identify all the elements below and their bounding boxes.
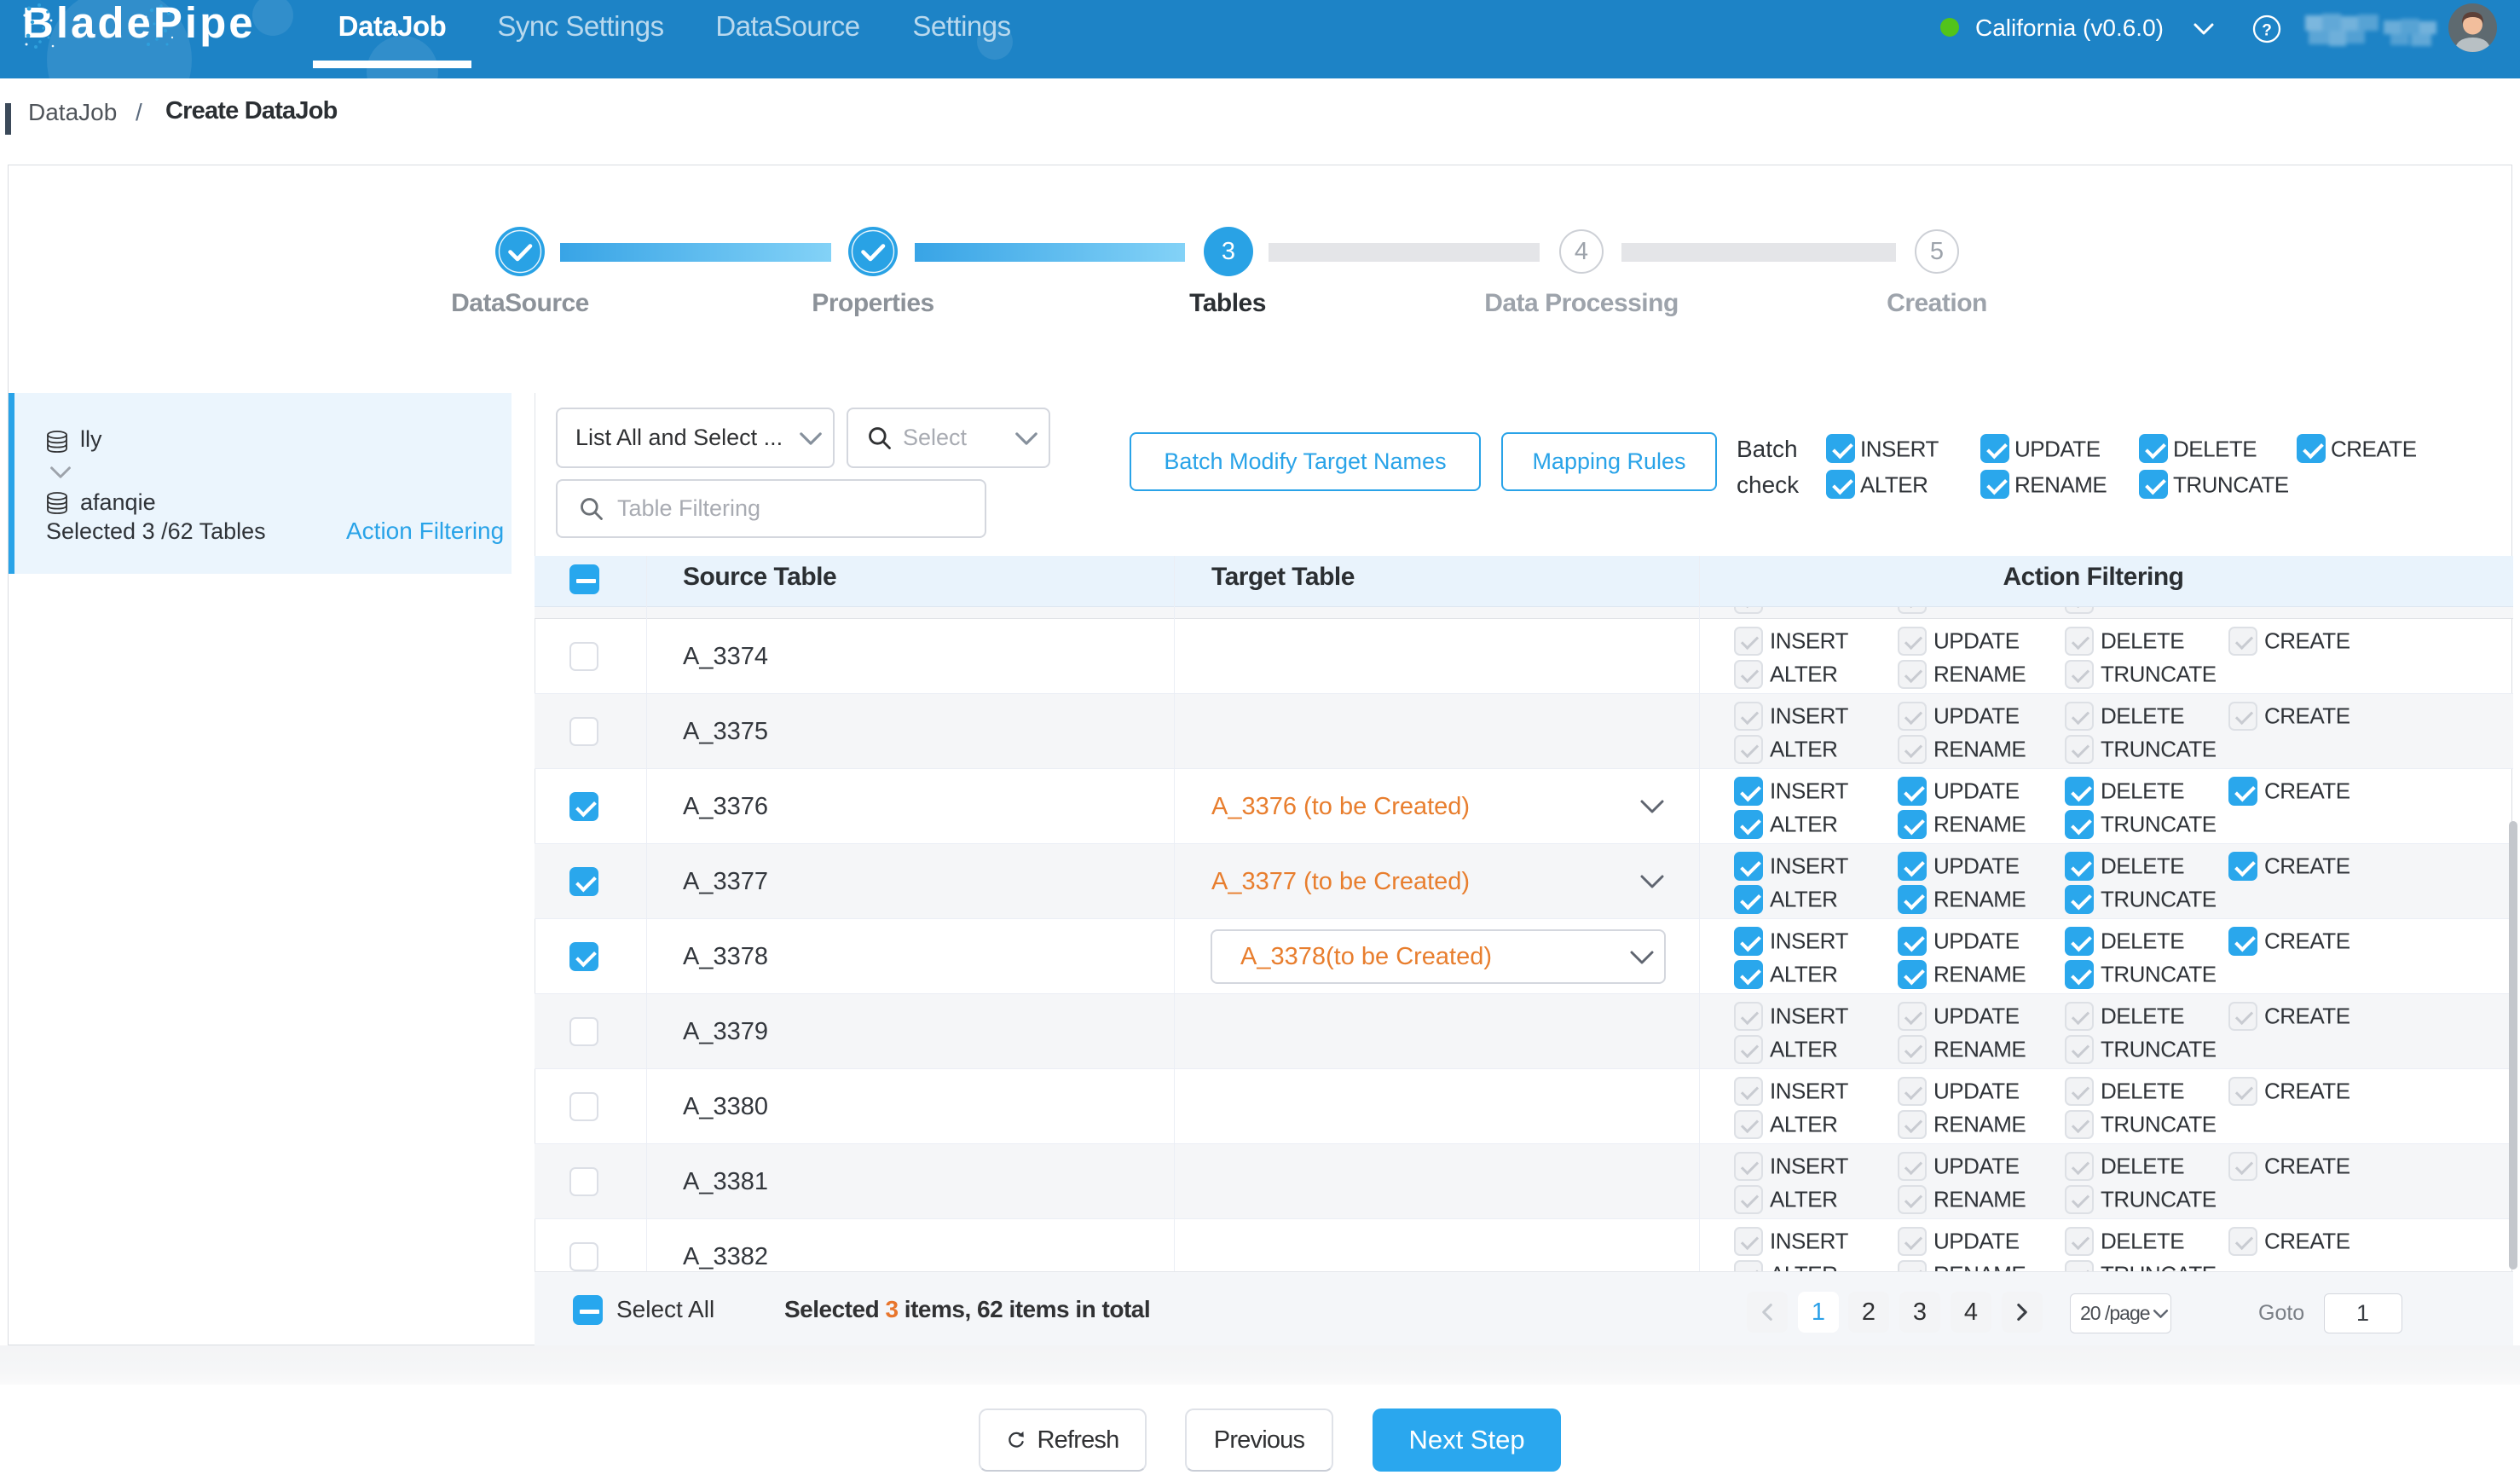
svg-text:?: ? (2262, 22, 2272, 40)
